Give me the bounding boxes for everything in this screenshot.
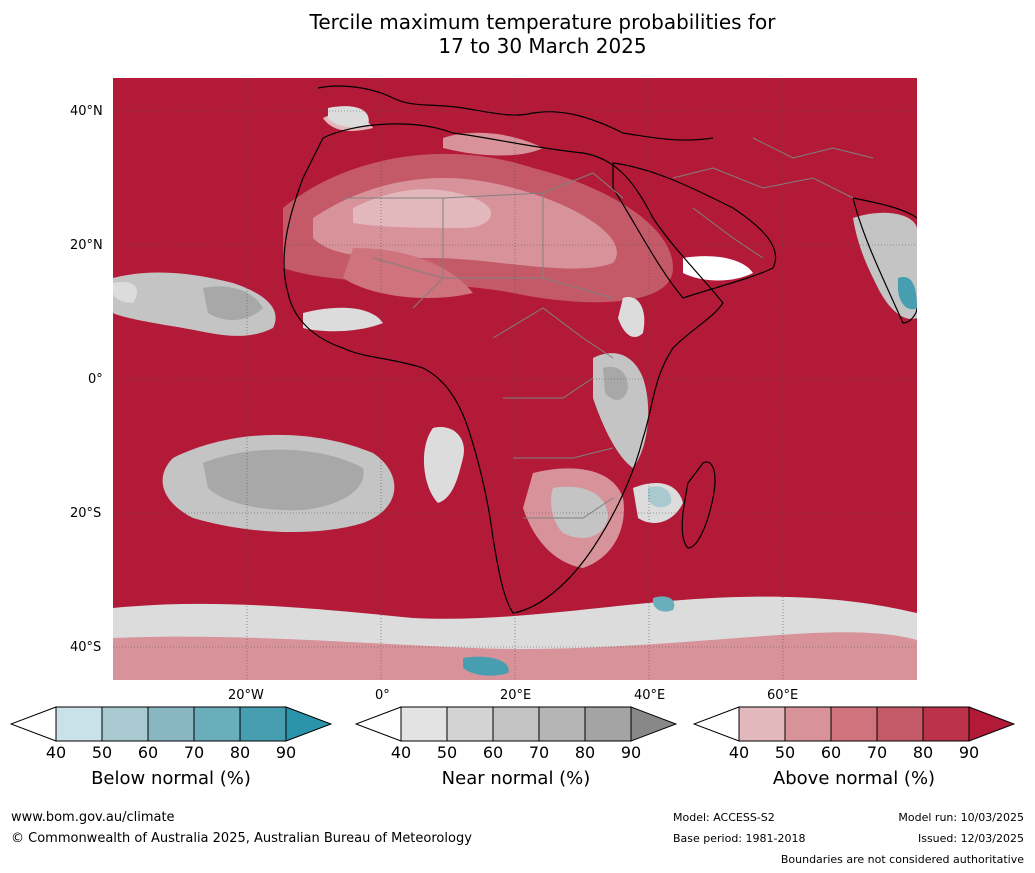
europe-coastline	[317, 85, 714, 141]
tick-label: 70	[183, 743, 205, 762]
tick-label: 60	[137, 743, 159, 762]
iberia-near	[328, 106, 369, 128]
west-atlantic-near-dark	[203, 286, 263, 320]
colorbar-segment	[147, 706, 195, 742]
lon-label-40e: 40°E	[634, 688, 666, 703]
arabia-coastline	[612, 162, 777, 299]
probability-map	[113, 78, 917, 680]
tick-label: 70	[528, 743, 550, 762]
horn-near	[618, 297, 645, 338]
tick-label: 40	[728, 743, 750, 762]
south-indian-below	[653, 596, 675, 612]
north-africa-zone	[443, 132, 543, 156]
angola-coast-near	[423, 427, 464, 503]
tick-label: 80	[912, 743, 934, 762]
tick-label: 50	[91, 743, 113, 762]
southern-africa-near	[551, 486, 608, 538]
tick-label: 80	[574, 743, 596, 762]
south-atlantic-near-dark	[203, 449, 364, 511]
tick-label: 40	[390, 743, 412, 762]
colorbar-segment	[492, 706, 540, 742]
country-borders	[343, 137, 874, 519]
title-line-2: 17 to 30 March 2025	[438, 34, 647, 58]
lat-label-20s: 20°S	[70, 506, 102, 521]
colorbar-segment	[285, 706, 332, 742]
copyright-text: © Commonwealth of Australia 2025, Austra…	[11, 831, 472, 846]
sahara-zone-40	[353, 189, 492, 228]
tick-label: 90	[620, 743, 642, 762]
india-below	[898, 277, 917, 310]
lon-label-20w: 20°W	[228, 688, 264, 703]
india-coastline	[852, 197, 917, 324]
tick-label: 70	[866, 743, 888, 762]
colorbar-segment	[538, 706, 586, 742]
tick-label: 40	[45, 743, 67, 762]
southern-ocean-above	[113, 632, 917, 680]
boundaries-note: Boundaries are not considered authoritat…	[780, 853, 1024, 866]
colorbar-segment	[830, 706, 878, 742]
colorbar-segment	[968, 706, 1015, 742]
lat-label-0: 0°	[88, 372, 103, 387]
colorbar-below-normal	[10, 706, 332, 742]
colorbar-segment	[101, 706, 149, 742]
lat-label-40n: 40°N	[70, 104, 103, 119]
graticule	[113, 78, 917, 680]
colorbar-segment	[876, 706, 924, 742]
website-link[interactable]: www.bom.gov.au/climate	[11, 810, 175, 825]
lon-label-0: 0°	[375, 688, 390, 703]
model-run-text: Model run: 10/03/2025	[898, 811, 1024, 824]
tick-label: 90	[275, 743, 297, 762]
colorbar-segment	[55, 706, 103, 742]
africa-coastline	[283, 123, 724, 614]
colorbar-segment	[10, 706, 57, 742]
title-line-1: Tercile maximum temperature probabilitie…	[309, 10, 776, 34]
madagascar-coastline	[681, 461, 716, 549]
colorbar-below-title: Below normal (%)	[91, 768, 251, 789]
lon-label-20e: 20°E	[500, 688, 532, 703]
lon-label-60e: 60°E	[767, 688, 799, 703]
colorbar-segment	[446, 706, 494, 742]
arabia-white	[683, 256, 753, 281]
colorbar-near-title: Near normal (%)	[441, 768, 591, 789]
colorbar-segment	[784, 706, 832, 742]
sahel-zone-60	[343, 248, 473, 298]
map-title: Tercile maximum temperature probabilitie…	[0, 10, 1035, 58]
colorbar-above-normal	[693, 706, 1015, 742]
colorbar-segment	[693, 706, 740, 742]
atlantic-edge-near	[113, 281, 137, 303]
issued-text: Issued: 12/03/2025	[917, 832, 1024, 845]
model-text: Model: ACCESS-S2	[673, 811, 775, 824]
lat-label-20n: 20°N	[70, 238, 103, 253]
colorbar-segment	[738, 706, 786, 742]
colorbar-above-title: Above normal (%)	[772, 768, 936, 789]
colorbar-segment	[355, 706, 402, 742]
lake-victoria-near-dark	[603, 366, 628, 400]
colorbar-segment	[922, 706, 970, 742]
mozambique-channel-below	[648, 486, 672, 508]
lat-label-40s: 40°S	[70, 640, 102, 655]
colorbar-near-normal	[355, 706, 677, 742]
tick-label: 60	[482, 743, 504, 762]
tick-label: 60	[820, 743, 842, 762]
colorbar-segment	[400, 706, 448, 742]
colorbar-segment	[239, 706, 287, 742]
tick-label: 50	[436, 743, 458, 762]
colorbar-segment	[193, 706, 241, 742]
tick-label: 50	[774, 743, 796, 762]
map-canvas	[113, 78, 917, 680]
colorbar-segment	[584, 706, 632, 742]
tick-label: 90	[958, 743, 980, 762]
colorbar-segment	[630, 706, 677, 742]
tick-label: 80	[229, 743, 251, 762]
base-period-text: Base period: 1981-2018	[673, 832, 806, 845]
guinea-coast-near	[303, 307, 383, 332]
southern-ocean-below	[463, 656, 509, 676]
